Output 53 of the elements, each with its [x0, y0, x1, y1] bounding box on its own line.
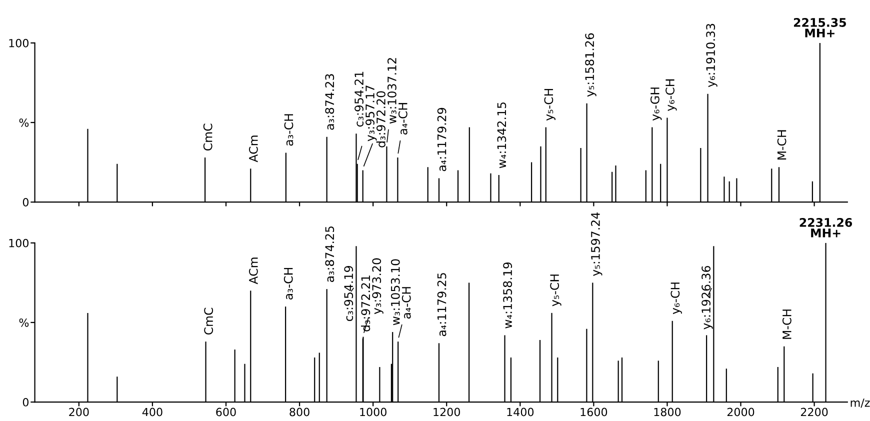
annotation: c₃:954.19	[344, 266, 354, 322]
annotation: c₃:954.21	[354, 72, 364, 127]
y-tick-label: 100	[9, 38, 29, 48]
annotation: M-CH	[782, 310, 792, 339]
x-tick-label: 400	[142, 408, 162, 416]
annotation: a₄:1179.29	[437, 108, 446, 172]
annotation: w₄:1358.19	[503, 262, 512, 328]
annotation: ACm	[248, 258, 258, 284]
annotation: w₃:1053.10	[390, 259, 400, 326]
annotation: y₃:973.20	[372, 258, 384, 314]
annotation: CmC	[203, 124, 212, 150]
annotation: y₅-CH	[544, 88, 556, 121]
annotation: M-CH	[777, 130, 786, 160]
annotation: y₆-CH	[670, 282, 682, 314]
y-tick-label: 0	[22, 198, 29, 206]
annotation: a₄-CH	[398, 103, 408, 135]
annotation: y₅-CH	[550, 274, 562, 306]
x-tick-label: 1400	[507, 408, 534, 416]
annotation: w₄:1342.15	[497, 102, 506, 168]
annotation: y₅:1597.24	[591, 212, 602, 276]
x-tick-label: 2000	[727, 408, 754, 416]
x-tick-label: 200	[69, 408, 89, 416]
annotation: y₅:1581.26	[585, 33, 596, 97]
y-tick-label: %	[19, 118, 29, 127]
y-tick-label: %	[19, 318, 29, 327]
x-tick-label: 2200	[800, 408, 828, 416]
annotation: 2231.26 MH+	[800, 218, 852, 238]
x-tick-label: 1800	[654, 408, 681, 416]
x-axis-title: m/z	[850, 398, 870, 408]
annotation: a₃-CH	[284, 114, 294, 146]
x-tick-label: 600	[216, 408, 236, 416]
annotation: CmC	[204, 308, 214, 335]
y-tick-label: 0	[22, 398, 29, 406]
annotation: ACm	[248, 136, 258, 162]
annotation: a₄-CH	[402, 287, 411, 319]
annotation: a₃:874.23	[325, 74, 334, 130]
annotation: y₆:1926.36	[702, 266, 713, 330]
y-tick-label: 100	[9, 238, 29, 248]
annotation: a₃-CH	[284, 268, 293, 300]
annotation: y₆-CH	[666, 79, 677, 112]
annotation: y₃:957.17	[366, 86, 377, 142]
x-tick-label: 1600	[580, 408, 608, 416]
annotation: d₃:972.21	[360, 276, 370, 332]
annotation: w₃:1037.12	[387, 58, 396, 124]
x-tick-label: 1000	[360, 408, 386, 416]
annotation: a₄:1179.25	[437, 273, 446, 336]
annotation: a₃:874.25	[325, 226, 334, 282]
annotation: d₃:972.20	[376, 91, 386, 148]
annotation: y₆-GH	[650, 88, 662, 121]
annotation: 2215.35 MH+	[794, 18, 846, 38]
x-tick-label: 800	[290, 408, 310, 416]
x-tick-label: 1200	[434, 408, 460, 416]
annotation: y₆:1910.33	[706, 24, 718, 88]
